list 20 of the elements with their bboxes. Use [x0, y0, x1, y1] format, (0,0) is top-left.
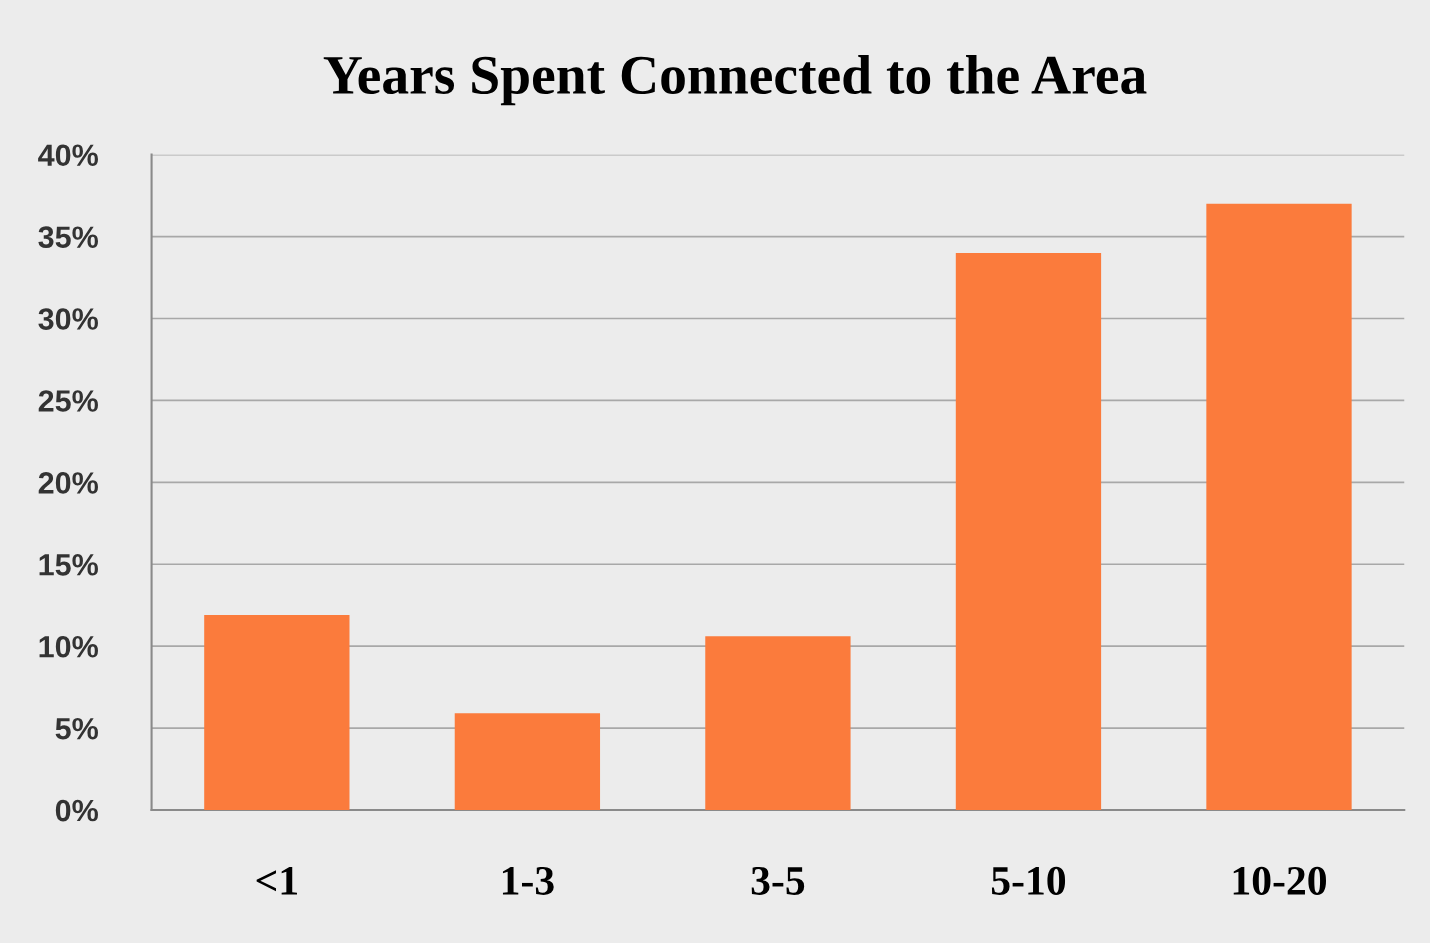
x-tick-label: <1	[256, 867, 297, 895]
y-tick-label: 40%	[38, 144, 98, 167]
bar	[705, 636, 851, 811]
chart-title: Years Spent Connected to the Area	[323, 54, 1147, 106]
bar	[955, 252, 1102, 811]
y-tick-label: 35%	[38, 226, 98, 248]
y-tick-label: 0%	[55, 799, 98, 822]
bar	[1206, 203, 1352, 811]
x-tick-label: 3-5	[751, 866, 805, 895]
x-tick-label: 10-20	[1233, 866, 1327, 895]
y-tick-label: 30%	[38, 308, 98, 330]
y-tick-label: 5%	[55, 717, 98, 740]
y-tick-label: 25%	[38, 390, 98, 412]
bar	[204, 615, 350, 811]
y-tick-label: 20%	[38, 472, 98, 494]
x-tick-label: 1-3	[502, 866, 554, 895]
y-tick-label: 10%	[39, 635, 98, 658]
bar	[454, 713, 601, 811]
x-tick-label: 5-10	[991, 866, 1066, 895]
y-tick-label: 15%	[39, 554, 98, 576]
